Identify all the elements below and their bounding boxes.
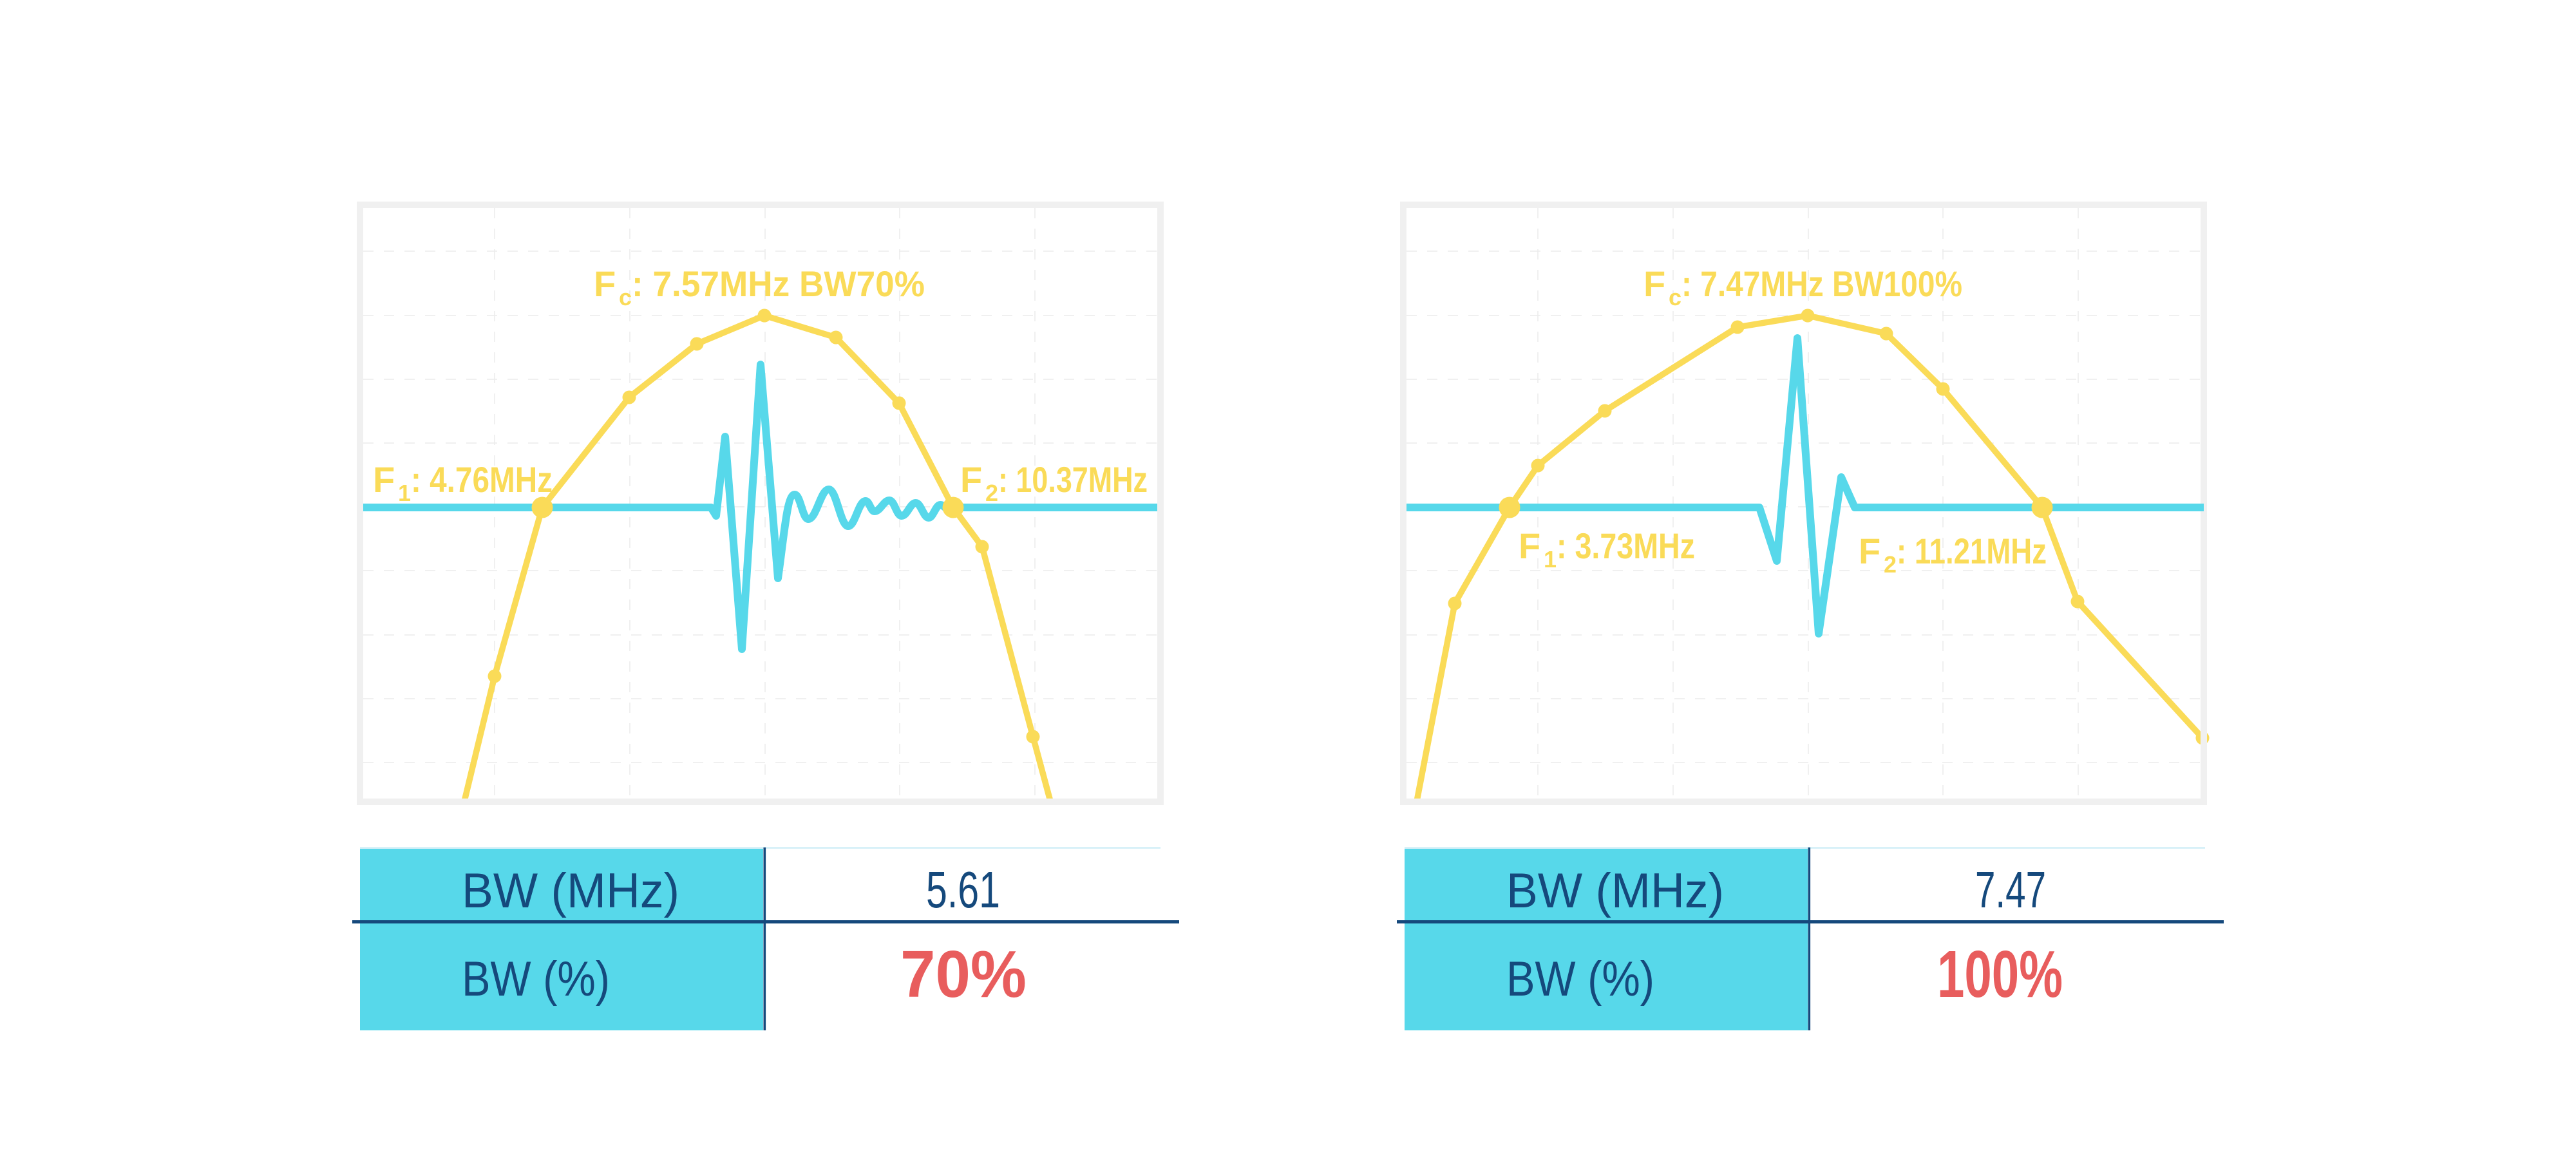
svg-text:: 3.73MHz: : 3.73MHz bbox=[1557, 525, 1695, 566]
svg-text:100%: 100% bbox=[1937, 937, 2063, 1011]
svg-text:: 4.76MHz: : 4.76MHz bbox=[411, 459, 553, 500]
svg-text:: 10.37MHz: : 10.37MHz bbox=[998, 459, 1148, 500]
svg-text:BW (%): BW (%) bbox=[462, 952, 610, 1007]
svg-text:: 7.57MHz BW70%: : 7.57MHz BW70% bbox=[632, 263, 925, 304]
svg-text:F: F bbox=[960, 459, 982, 500]
svg-text:F: F bbox=[1643, 263, 1665, 304]
svg-text:BW (%): BW (%) bbox=[1506, 952, 1654, 1007]
svg-text:: 7.47MHz BW100%: : 7.47MHz BW100% bbox=[1681, 263, 1962, 304]
svg-text:F: F bbox=[373, 459, 395, 500]
svg-text:BW (MHz): BW (MHz) bbox=[1506, 864, 1724, 918]
svg-text:7.47: 7.47 bbox=[1975, 861, 2046, 918]
svg-text:2: 2 bbox=[985, 480, 998, 506]
svg-text:BW (MHz): BW (MHz) bbox=[462, 864, 679, 918]
svg-text:70%: 70% bbox=[900, 937, 1027, 1011]
svg-text:c: c bbox=[619, 284, 632, 310]
svg-text:F: F bbox=[594, 263, 616, 304]
svg-text:c: c bbox=[1669, 284, 1681, 310]
svg-text:1: 1 bbox=[1544, 546, 1557, 572]
svg-text:1: 1 bbox=[398, 480, 411, 506]
svg-text:: 11.21MHz: : 11.21MHz bbox=[1897, 531, 2047, 571]
svg-text:5.61: 5.61 bbox=[926, 861, 1000, 918]
svg-text:2: 2 bbox=[1884, 551, 1897, 578]
svg-text:F: F bbox=[1859, 531, 1880, 571]
svg-text:F: F bbox=[1519, 525, 1540, 566]
